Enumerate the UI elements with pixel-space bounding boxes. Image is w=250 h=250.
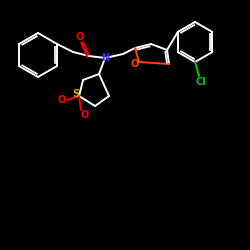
Text: N: N [101, 53, 109, 63]
Text: O: O [131, 59, 139, 69]
Text: O: O [76, 32, 84, 42]
Text: Cl: Cl [196, 77, 206, 87]
Text: S: S [72, 89, 80, 99]
Text: O: O [58, 95, 66, 105]
Text: O: O [81, 110, 89, 120]
